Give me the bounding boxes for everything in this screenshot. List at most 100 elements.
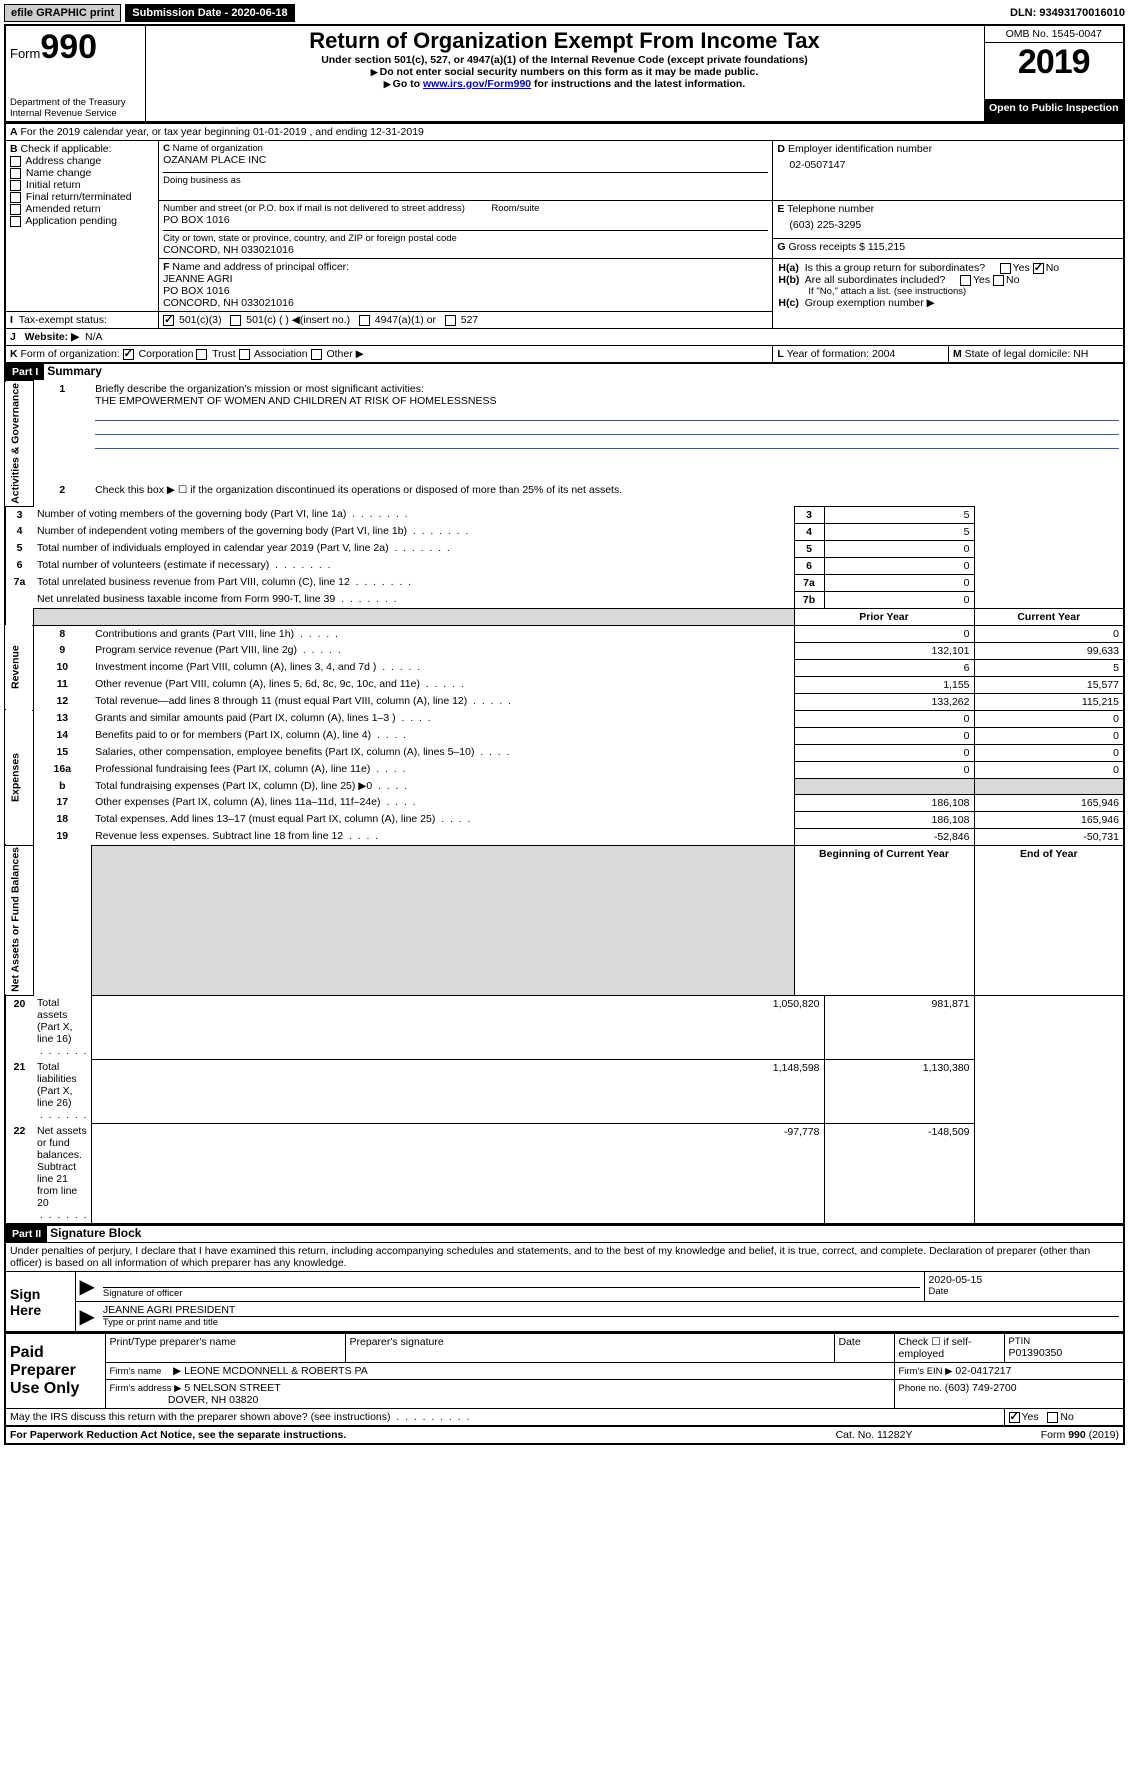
form-title: Return of Organization Exempt From Incom… <box>150 28 980 54</box>
prep-sig-label: Preparer's signature <box>345 1334 834 1363</box>
perjury-text: Under penalties of perjury, I declare th… <box>5 1243 1124 1272</box>
box-k: K Form of organization: Corporation Trus… <box>5 346 773 364</box>
part1-title: Summary <box>47 364 102 378</box>
gross-receipts: G Gross receipts $ 115,215 <box>773 239 1124 259</box>
begin-year-header: Beginning of Current Year <box>794 845 974 995</box>
sign-arrow-icon-2: ▶ <box>75 1302 99 1333</box>
org-name-label: C Name of organization <box>163 143 768 154</box>
org-name: OZANAM PLACE INC <box>163 154 768 166</box>
self-emp-check: Check ☐ if self-employed <box>894 1334 1004 1363</box>
discuss-yes[interactable] <box>1009 1412 1020 1423</box>
phone-label: E Telephone number <box>777 203 1119 215</box>
firm-ein: 02-0417217 <box>955 1365 1011 1377</box>
prior-year-header: Prior Year <box>794 608 974 625</box>
sidebar-revenue: Revenue <box>5 625 33 710</box>
boxb-check[interactable] <box>10 168 21 179</box>
firm-addr2: DOVER, NH 03820 <box>168 1394 258 1406</box>
prep-date-label: Date <box>834 1334 894 1363</box>
q1-label: Briefly describe the organization's miss… <box>95 383 1119 395</box>
dba-label: Doing business as <box>163 172 768 186</box>
form990-link[interactable]: www.irs.gov/Form990 <box>423 78 531 90</box>
hb-no[interactable] <box>993 275 1004 286</box>
h-a: H(a) Is this a group return for subordin… <box>778 262 1118 274</box>
q1-answer: THE EMPOWERMENT OF WOMEN AND CHILDREN AT… <box>95 395 1119 407</box>
expense-line: bTotal fundraising expenses (Part IX, co… <box>5 778 1124 794</box>
part2-signature: Part II Signature Block Under penalties … <box>4 1225 1125 1333</box>
gov-line: 6Total number of volunteers (estimate if… <box>5 557 1124 574</box>
sig-date: 2020-05-15 <box>929 1274 1120 1286</box>
4947-check[interactable] <box>359 315 370 326</box>
current-year-header: Current Year <box>974 608 1124 625</box>
firm-phone: (603) 749-2700 <box>945 1382 1017 1394</box>
form-number: Form990 <box>10 28 141 67</box>
addr-label: Number and street (or P.O. box if mail i… <box>163 203 768 214</box>
open-public: Open to Public Inspection <box>984 99 1124 122</box>
box-l: L Year of formation: 2004 <box>773 346 949 364</box>
netassets-line: 21Total liabilities (Part X, line 26) . … <box>5 1059 1124 1123</box>
501c3-check[interactable] <box>163 315 174 326</box>
revenue-line: 11Other revenue (Part VIII, column (A), … <box>5 676 1124 693</box>
assoc-check[interactable] <box>239 349 250 360</box>
boxb-check[interactable] <box>10 156 21 167</box>
firm-addr1: 5 NELSON STREET <box>184 1382 280 1394</box>
sig-officer-label: Signature of officer <box>103 1288 920 1299</box>
part2-title: Signature Block <box>50 1226 141 1240</box>
form-ref: Form 990 (2019) <box>974 1427 1124 1444</box>
revenue-line: 9Program service revenue (Part VIII, lin… <box>5 642 1124 659</box>
boxb-check[interactable] <box>10 192 21 203</box>
expense-line: Expenses13Grants and similar amounts pai… <box>5 710 1124 727</box>
boxb-item: Final return/terminated <box>10 191 154 203</box>
h-b: H(b) Are all subordinates included? Yes … <box>778 274 1118 286</box>
expense-line: 18Total expenses. Add lines 13–17 (must … <box>5 811 1124 828</box>
ha-yes[interactable] <box>1000 263 1011 274</box>
discuss-question: May the IRS discuss this return with the… <box>5 1409 1004 1427</box>
phone-value: (603) 225-3295 <box>777 215 1119 231</box>
dept-treasury: Department of the Treasury <box>10 97 141 108</box>
netassets-line: 22Net assets or fund balances. Subtract … <box>5 1123 1124 1224</box>
gov-line: 7aTotal unrelated business revenue from … <box>5 574 1124 591</box>
boxb-item: Address change <box>10 155 154 167</box>
form-header: Form990 Department of the Treasury Inter… <box>4 24 1125 123</box>
other-check[interactable] <box>311 349 322 360</box>
part1-header: Part I <box>6 364 44 380</box>
part2-header: Part II <box>6 1226 47 1242</box>
ein-value: 02-0507147 <box>777 155 1119 171</box>
revenue-line: Revenue8Contributions and grants (Part V… <box>5 625 1124 642</box>
sidebar-expenses: Expenses <box>5 710 33 845</box>
ein-label: D Employer identification number <box>777 143 1119 155</box>
expense-line: 19Revenue less expenses. Subtract line 1… <box>5 828 1124 845</box>
ha-no[interactable] <box>1033 263 1044 274</box>
boxb-item: Name change <box>10 167 154 179</box>
boxb-item: Initial return <box>10 179 154 191</box>
gov-line: 5Total number of individuals employed in… <box>5 540 1124 557</box>
boxb-check[interactable] <box>10 216 21 227</box>
expense-line: 16aProfessional fundraising fees (Part I… <box>5 761 1124 778</box>
boxb-check[interactable] <box>10 204 21 215</box>
paid-preparer-label: Paid Preparer Use Only <box>5 1334 105 1409</box>
sidebar-net: Net Assets or Fund Balances <box>5 845 33 995</box>
boxb-item: Application pending <box>10 215 154 227</box>
omb-number: OMB No. 1545-0047 <box>985 26 1124 43</box>
submission-date: Submission Date - 2020-06-18 <box>125 4 294 22</box>
corp-check[interactable] <box>123 349 134 360</box>
efile-button[interactable]: efile GRAPHIC print <box>4 4 121 22</box>
city-value: CONCORD, NH 033021016 <box>163 244 768 256</box>
top-bar: efile GRAPHIC print Submission Date - 20… <box>4 4 1125 22</box>
expense-line: 14Benefits paid to or for members (Part … <box>5 727 1124 744</box>
h-b-note: If "No," attach a list. (see instruction… <box>778 286 1118 297</box>
subtitle2: Do not enter social security numbers on … <box>150 66 980 78</box>
527-check[interactable] <box>445 315 456 326</box>
expense-line: 17Other expenses (Part IX, column (A), l… <box>5 794 1124 811</box>
501c-check[interactable] <box>230 315 241 326</box>
trust-check[interactable] <box>196 349 207 360</box>
irs-label: Internal Revenue Service <box>10 108 141 119</box>
discuss-no[interactable] <box>1047 1412 1058 1423</box>
paid-preparer: Paid Preparer Use Only Print/Type prepar… <box>4 1333 1125 1427</box>
revenue-line: 10Investment income (Part VIII, column (… <box>5 659 1124 676</box>
boxb-check[interactable] <box>10 180 21 191</box>
part1-summary: Part I Summary Activities & Governance 1… <box>4 364 1125 1225</box>
type-name-label: Type or print name and title <box>103 1317 1119 1328</box>
addr-value: PO BOX 1016 <box>163 214 768 226</box>
officer-printed: JEANNE AGRI PRESIDENT <box>103 1304 1119 1317</box>
hb-yes[interactable] <box>960 275 971 286</box>
